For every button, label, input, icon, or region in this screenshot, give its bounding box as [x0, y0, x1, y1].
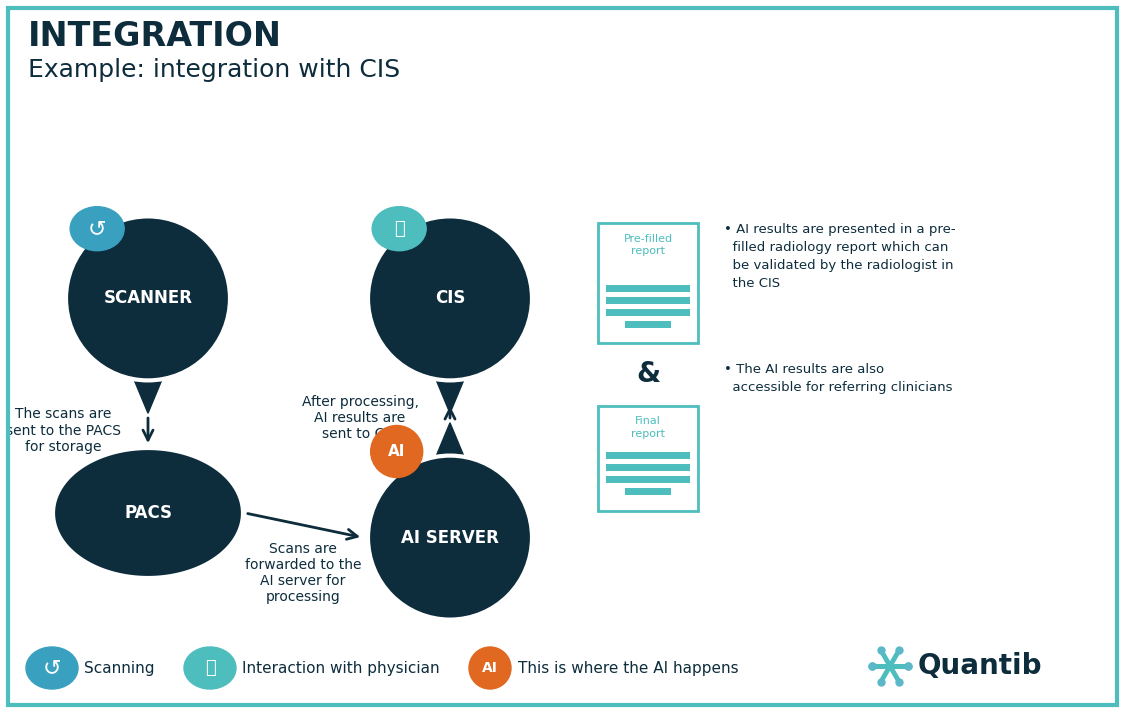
- FancyBboxPatch shape: [606, 297, 690, 304]
- Text: The scans are
sent to the PACS
for storage: The scans are sent to the PACS for stora…: [6, 407, 120, 453]
- Text: • The AI results are also: • The AI results are also: [724, 363, 884, 376]
- Circle shape: [469, 647, 511, 689]
- FancyBboxPatch shape: [624, 488, 672, 495]
- Text: After processing,
AI results are
sent to CIS: After processing, AI results are sent to…: [302, 395, 418, 441]
- Circle shape: [371, 426, 423, 478]
- Text: INTEGRATION: INTEGRATION: [28, 20, 282, 53]
- Text: Quantib: Quantib: [918, 652, 1043, 680]
- FancyBboxPatch shape: [606, 284, 690, 292]
- Circle shape: [66, 217, 230, 381]
- Text: PACS: PACS: [124, 504, 172, 522]
- Ellipse shape: [372, 207, 426, 251]
- Text: 💻: 💻: [394, 220, 405, 237]
- Text: AI: AI: [388, 444, 405, 459]
- Polygon shape: [407, 311, 493, 414]
- Text: accessible for referring clinicians: accessible for referring clinicians: [724, 381, 953, 394]
- Circle shape: [368, 456, 532, 620]
- Text: filled radiology report which can: filled radiology report which can: [724, 241, 948, 254]
- Text: AI SERVER: AI SERVER: [402, 528, 500, 547]
- Polygon shape: [407, 423, 493, 525]
- Text: be validated by the radiologist in: be validated by the radiologist in: [724, 259, 954, 272]
- Text: Interaction with physician: Interaction with physician: [242, 660, 440, 675]
- Ellipse shape: [184, 647, 236, 689]
- Text: This is where the AI happens: This is where the AI happens: [518, 660, 739, 675]
- Text: the CIS: the CIS: [724, 277, 780, 290]
- Text: 💻: 💻: [205, 659, 215, 677]
- FancyBboxPatch shape: [606, 464, 690, 471]
- FancyBboxPatch shape: [598, 406, 698, 511]
- FancyBboxPatch shape: [606, 452, 690, 459]
- Text: &: &: [636, 360, 660, 389]
- Text: Scans are
forwarded to the
AI server for
processing: Scans are forwarded to the AI server for…: [245, 542, 361, 605]
- Text: AI: AI: [483, 661, 498, 675]
- FancyBboxPatch shape: [624, 321, 672, 327]
- Text: CIS: CIS: [434, 289, 466, 307]
- Text: Pre-filled
report: Pre-filled report: [623, 234, 673, 256]
- FancyBboxPatch shape: [606, 476, 690, 483]
- Text: SCANNER: SCANNER: [104, 289, 192, 307]
- Ellipse shape: [26, 647, 78, 689]
- Text: ↺: ↺: [88, 219, 107, 239]
- Text: • AI results are presented in a pre-: • AI results are presented in a pre-: [724, 223, 955, 236]
- Text: Final
report: Final report: [631, 416, 665, 438]
- FancyBboxPatch shape: [606, 309, 690, 315]
- Text: ↺: ↺: [43, 658, 61, 678]
- Polygon shape: [53, 448, 243, 578]
- Text: Scanning: Scanning: [84, 660, 154, 675]
- Ellipse shape: [70, 207, 124, 251]
- Text: Example: integration with CIS: Example: integration with CIS: [28, 58, 400, 82]
- FancyBboxPatch shape: [598, 223, 698, 343]
- Circle shape: [368, 217, 532, 381]
- Polygon shape: [106, 311, 190, 414]
